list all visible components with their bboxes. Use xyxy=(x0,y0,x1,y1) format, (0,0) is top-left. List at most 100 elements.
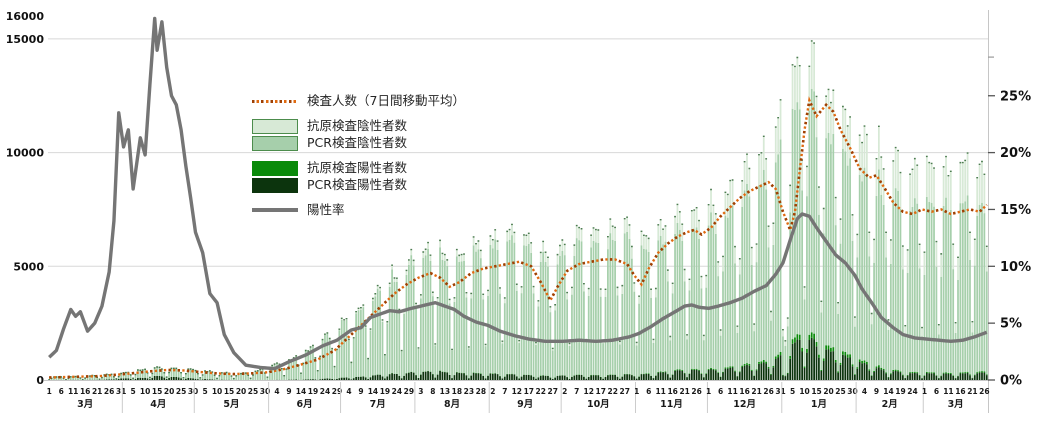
axis-tick-label: 20% xyxy=(1000,146,1031,161)
axis-tick-label: 8 xyxy=(430,387,435,396)
axis-tick-label: 11月 xyxy=(660,399,683,410)
axis-tick-label: 21 xyxy=(679,387,689,396)
axis-tick-label: 26 xyxy=(104,387,114,396)
bar-top-caps xyxy=(48,40,988,380)
axis-tick-label: 11 xyxy=(68,387,78,396)
axis-tick-label: 7月 xyxy=(370,399,386,410)
axis-tick-label: 16 xyxy=(955,387,965,396)
axis-tick-label: 23 xyxy=(464,387,474,396)
legend-antigen-positive: 抗原検査陽性者数 xyxy=(252,160,482,176)
legend-pcr-negative-label: PCR検査陰性者数 xyxy=(307,134,407,150)
axis-tick-label: 16 xyxy=(80,387,90,396)
legend-tests-line: 検査人数（7日間移動平均） xyxy=(252,93,482,109)
axis-tick-label: 10 xyxy=(799,387,809,396)
axis-tick-label: 31 xyxy=(775,387,785,396)
axis-tick-label: 3月 xyxy=(77,399,93,410)
axis-tick-label: 25 xyxy=(248,387,258,396)
axis-tick-label: 4 xyxy=(862,387,867,396)
axis-tick-label: 12 xyxy=(584,387,594,396)
y-right-labels: 0% 5% 10% 15% 20% 25% xyxy=(988,56,1031,389)
legend-positivity-rate-label: 陽性率 xyxy=(307,201,345,217)
axis-tick-label: 22 xyxy=(536,387,546,396)
axis-tick-label: 14 xyxy=(883,387,893,396)
axis-tick-label: 1 xyxy=(922,387,927,396)
antigen-negative-bars xyxy=(48,40,988,380)
axis-tick-label: 20 xyxy=(823,387,833,396)
axis-tick-label: 10% xyxy=(1000,260,1031,275)
axis-tick-label: 2 xyxy=(562,387,567,396)
tests-line-dark-dashes xyxy=(49,95,988,379)
antigen-negative-swatch xyxy=(252,118,298,134)
axis-tick-label: 3月 xyxy=(948,399,964,410)
axis-tick-label: 15 xyxy=(224,387,234,396)
axis-tick-label: 1 xyxy=(47,387,52,396)
legend-pcr-positive: PCR検査陽性者数 xyxy=(252,177,482,193)
axis-tick-label: 20 xyxy=(164,387,174,396)
axis-tick-label: 30 xyxy=(847,387,857,396)
axis-tick-label: 11 xyxy=(727,387,737,396)
antigen-positive-swatch xyxy=(252,160,298,176)
axis-tick-label: 16000 xyxy=(6,10,45,23)
axis-tick-label: 25 xyxy=(835,387,845,396)
axis-tick-label: 9月 xyxy=(517,399,533,410)
axis-tick-label: 9 xyxy=(286,387,291,396)
legend-antigen-negative: 抗原検査陰性者数 xyxy=(252,118,482,134)
legend-antigen-negative-label: 抗原検査陰性者数 xyxy=(307,117,408,133)
axis-tick-label: 24 xyxy=(392,387,402,396)
axis-tick-label: 10 xyxy=(212,387,222,396)
axis-tick-label: 2 xyxy=(490,387,495,396)
axis-tick-label: 1月 xyxy=(811,399,827,410)
axis-tick-label: 6 xyxy=(718,387,723,396)
axis-tick-label: 5月 xyxy=(223,399,239,410)
axis-tick-label: 5 xyxy=(131,387,136,396)
axis-tick-label: 16 xyxy=(739,387,749,396)
axis-tick-label: 10 xyxy=(140,387,150,396)
axis-tick-label: 19 xyxy=(895,387,905,396)
axis-tick-label: 10000 xyxy=(6,147,45,160)
axis-tick-label: 25 xyxy=(176,387,186,396)
axis-tick-label: 9 xyxy=(874,387,879,396)
axis-tick-label: 14 xyxy=(368,387,378,396)
pcr-negative-bars xyxy=(48,88,988,380)
axis-tick-label: 1 xyxy=(634,387,639,396)
axis-tick-label: 16 xyxy=(667,387,677,396)
positivity-rate-swatch xyxy=(252,208,298,212)
axis-tick-label: 21 xyxy=(751,387,761,396)
axis-tick-label: 11 xyxy=(655,387,665,396)
positivity-line-group xyxy=(48,16,988,371)
axis-tick-label: 9 xyxy=(358,387,363,396)
axis-tick-label: 29 xyxy=(404,387,414,396)
axis-tick-label: 6月 xyxy=(297,399,313,410)
antigen-positive-bars xyxy=(48,332,988,380)
axis-tick-label: 21 xyxy=(967,387,977,396)
axis-tick-label: 24 xyxy=(907,387,917,396)
axis-tick-label: 2月 xyxy=(882,399,898,410)
axis-tick-label: 30 xyxy=(260,387,270,396)
tests-line-swatch xyxy=(252,99,298,103)
axis-tick-label: 31 xyxy=(116,387,126,396)
axis-tick-label: 0% xyxy=(1000,374,1022,389)
axis-tick-label: 13 xyxy=(440,387,450,396)
pcr-negative-swatch xyxy=(252,135,298,151)
legend-tests-line-label: 検査人数（7日間移動平均） xyxy=(307,92,465,108)
axis-tick-label: 12月 xyxy=(733,399,756,410)
pcr-positive-swatch xyxy=(252,177,298,193)
axis-tick-label: 26 xyxy=(979,387,989,396)
axis-tick-label: 12 xyxy=(512,387,522,396)
tests-7day-avg-line xyxy=(49,95,988,379)
axis-tick-label: 19 xyxy=(380,387,390,396)
axis-tick-label: 29 xyxy=(332,387,342,396)
axis-tick-label: 17 xyxy=(524,387,534,396)
legend-positivity-rate: 陽性率 xyxy=(252,202,482,218)
axis-tick-label: 17 xyxy=(596,387,606,396)
axis-tick-label: 6 xyxy=(59,387,64,396)
axes xyxy=(44,10,989,413)
legend-antigen-positive-label: 抗原検査陽性者数 xyxy=(307,159,408,175)
axis-tick-label: 4月 xyxy=(150,399,166,410)
axis-tick-label: 28 xyxy=(476,387,486,396)
axis-tick-label: 14 xyxy=(296,387,306,396)
axis-tick-label: 27 xyxy=(619,387,629,396)
pcr-positive-bars xyxy=(48,337,988,380)
